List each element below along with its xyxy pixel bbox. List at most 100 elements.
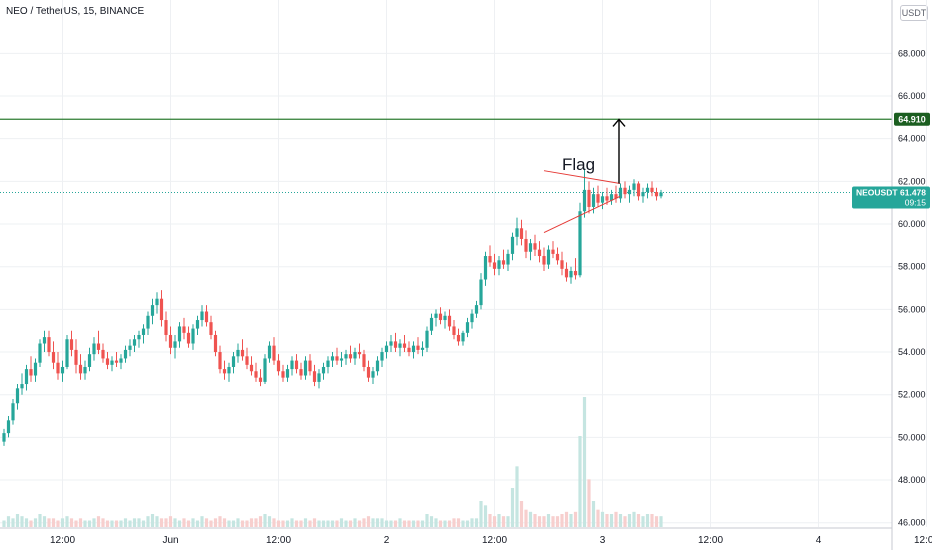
candle-body [659,192,663,197]
candle [339,352,344,367]
candle [420,341,425,357]
candle-body [609,194,614,201]
volume-bar [236,518,240,527]
candle-body [627,189,632,195]
candle-body [555,253,560,261]
candle [555,247,560,265]
volume-bar [438,520,443,527]
candle-body [240,349,245,357]
candle [114,352,119,367]
volume-bar [15,514,20,527]
candle [479,273,483,310]
volume-bar [191,518,195,527]
candle-body [105,358,110,365]
volume-bar [2,520,6,527]
y-tick-label: 54.000 [898,347,926,357]
candle-body [564,268,569,278]
candle [74,339,78,374]
candle [497,256,501,276]
volume-bar [605,514,609,527]
volume-bar [506,516,510,527]
volume-bar [344,520,348,527]
volume-bar [456,518,461,527]
candle-body [357,352,362,355]
volume-bar [348,520,353,527]
candle-body [411,345,416,353]
candle [123,345,128,363]
volume-bar [537,516,542,527]
candle-body [96,343,101,350]
candle-body [249,364,254,372]
candle [164,311,168,342]
flag-annotation[interactable]: Flag [562,155,595,174]
arrow-head-icon [612,118,626,127]
volume-bar [101,518,105,527]
time-axis[interactable]: 12:00 Jun 12:00 2 12:00 3 12:00 4 12:00 [50,535,932,546]
candle [524,230,528,259]
candle-body [168,334,173,348]
candle-body [263,358,267,382]
candle [33,358,38,382]
candle [375,356,380,376]
y-tick-label: 58.000 [898,262,926,272]
candle-body [569,270,573,278]
volume-bar [555,516,560,527]
volume-bar [119,520,123,527]
candle [294,354,299,374]
candle [60,360,65,382]
volume-bar [254,518,258,527]
candle-body [488,256,492,263]
chart-title: NEO / TetherUS, 15, BINANCE [6,6,145,17]
candle [177,322,182,348]
candle [227,362,231,382]
candle [407,341,411,357]
price-axis[interactable]: 46.000 48.000 50.000 52.000 54.000 56.000 58.0… [898,48,926,527]
volume-bar [587,479,591,527]
candle-body [614,194,618,199]
volume-bar [632,511,636,527]
flag-lower-trendline[interactable] [543,195,621,234]
flag-upper-trendline[interactable] [543,170,621,184]
volume-bar [465,520,470,527]
candle-body [452,326,456,335]
candle-body [254,371,258,378]
flag-pattern[interactable]: Flag [543,118,626,234]
candle-body [416,345,420,350]
candle [452,320,456,340]
volume-bar [312,518,317,527]
volume-bar [618,514,623,527]
candle [276,354,281,376]
volume-bar [483,505,488,527]
candle [240,339,245,361]
candle [438,307,443,325]
volume-bar [186,520,191,527]
candle-body [492,262,497,269]
candle [281,364,285,382]
volume-bar [141,520,146,527]
candle [641,187,645,203]
volume-bar [564,511,569,527]
candle [636,181,641,201]
candle-body [429,317,434,331]
candle [596,185,600,207]
currency-button[interactable]: USDT [900,5,928,21]
volume-bar [74,520,78,527]
volume-bar [78,518,83,527]
volume-bar [416,520,420,527]
volume-bar [69,518,74,527]
volume-bar [290,518,294,527]
candle-body [83,366,87,374]
candle-body [600,196,605,203]
volume-bar [294,520,299,527]
volume-bar [123,518,128,527]
volume-bar [429,516,434,527]
volume-bar [375,518,380,527]
candle-body [65,339,69,367]
candle [573,258,578,280]
volume-bar [267,516,272,527]
volume-bar [132,518,137,527]
candle-body [29,369,33,376]
candle-body [146,315,150,329]
candle [191,324,195,350]
